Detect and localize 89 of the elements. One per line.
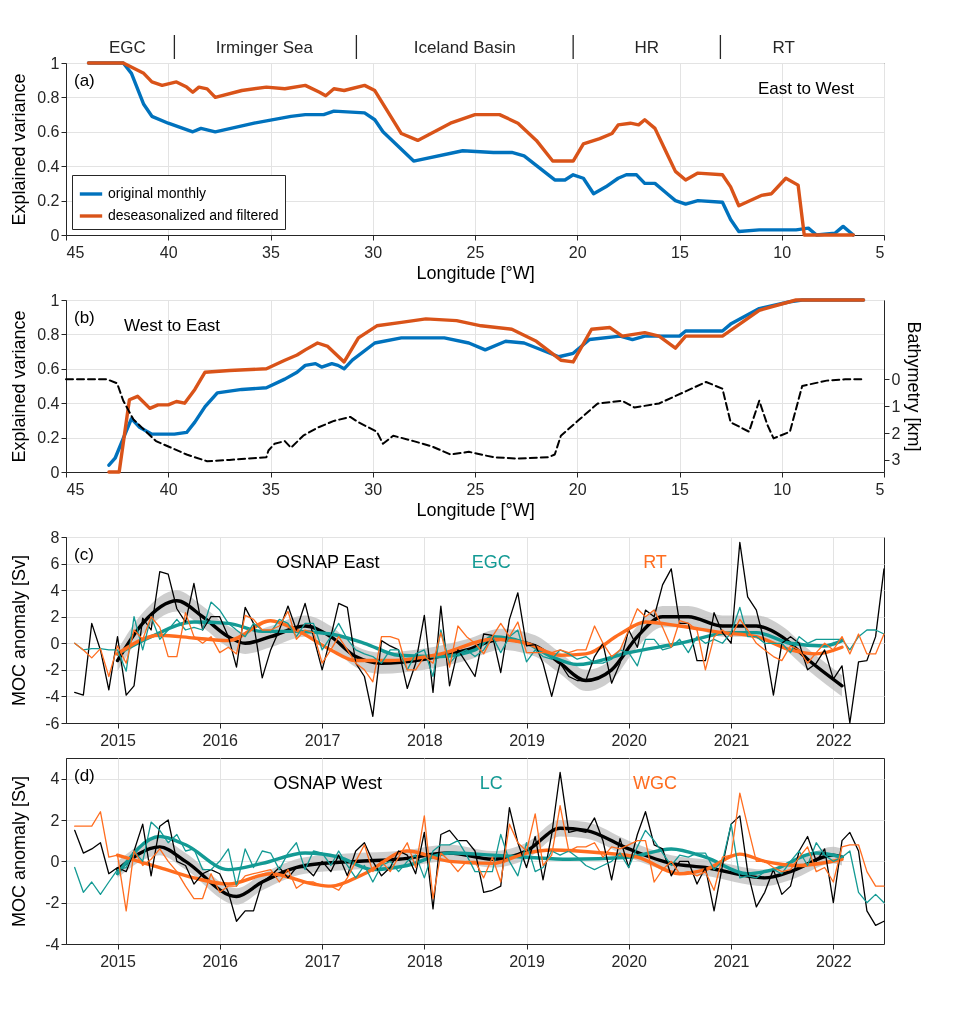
x-tick-label: 10: [773, 480, 792, 498]
x-tick-label: 20: [568, 243, 587, 261]
y-tick-label: 0: [50, 634, 60, 652]
legend-label: original monthly: [108, 185, 207, 201]
x-tick-label: 35: [262, 243, 280, 261]
x-tick-label: 40: [159, 243, 178, 261]
text: EGC: [471, 552, 511, 572]
y-tick-label: 0: [50, 226, 60, 244]
y-tick-label: 1: [50, 291, 60, 309]
annotation: (c): [74, 545, 94, 564]
y-tick-label: 0.4: [37, 394, 60, 412]
text: RT: [772, 38, 795, 57]
legend-label: deseasonalized and filtered: [108, 207, 279, 223]
y-tick-label: 0.4: [37, 157, 60, 175]
y-tick-label: 2: [50, 608, 60, 626]
text: OSNAP East: [275, 552, 380, 572]
x-tick-label: 2018: [407, 952, 443, 970]
y-tick-label: -6: [45, 714, 60, 732]
x-tick-label: 20: [568, 480, 587, 498]
x-axis-title: Longitude [°W]: [416, 499, 535, 520]
text: Iceland Basin: [413, 38, 516, 57]
y-tick-label: -2: [45, 894, 60, 912]
y-tick-label: -4: [45, 687, 60, 705]
x-tick-label: 2017: [304, 731, 341, 749]
annotation: (a): [74, 71, 95, 90]
y2-tick-label: 0: [891, 370, 901, 388]
x-tick-label: 45: [66, 480, 85, 498]
x-axis-title: Longitude [°W]: [416, 262, 535, 283]
y-tick-label: 1: [50, 54, 60, 72]
text: LC: [479, 773, 503, 793]
y-tick-label: 0: [50, 463, 60, 481]
text: WGC: [632, 773, 677, 793]
text: Irminger Sea: [215, 38, 314, 57]
y-axis-title: Explained variance: [8, 73, 29, 226]
y2-axis-title: Bathymetry [km]: [904, 321, 925, 452]
x-tick-label: 40: [159, 480, 178, 498]
y-tick-label: 4: [50, 770, 60, 788]
x-tick-label: 2022: [816, 952, 852, 970]
y-tick-label: -4: [45, 935, 60, 953]
y-tick-label: -2: [45, 661, 60, 679]
x-tick-label: 2017: [304, 952, 341, 970]
x-tick-label: 2021: [713, 952, 750, 970]
x-tick-label: 35: [262, 480, 280, 498]
x-tick-label: 2015: [100, 952, 136, 970]
y-axis-title: Explained variance: [8, 310, 29, 463]
x-tick-label: 5: [875, 480, 885, 498]
y-tick-label: 4: [50, 581, 60, 599]
x-tick-label: 25: [466, 243, 485, 261]
annotation: West to East: [124, 316, 221, 335]
x-tick-label: 2019: [509, 731, 545, 749]
text: EGC: [108, 38, 146, 57]
annotation: East to West: [757, 79, 855, 98]
text: OSNAP West: [273, 773, 382, 793]
y-axis-title: MOC anomaly [Sv]: [8, 554, 29, 707]
x-tick-label: 2015: [100, 731, 136, 749]
y-axis-title: MOC anomaly [Sv]: [8, 775, 29, 928]
annotation: (b): [74, 308, 95, 327]
x-tick-label: 2019: [509, 952, 545, 970]
y-tick-label: 8: [50, 528, 60, 546]
y-tick-label: 0.6: [37, 123, 60, 141]
x-tick-label: 45: [66, 243, 85, 261]
x-tick-label: 2022: [816, 731, 852, 749]
x-tick-label: 2021: [713, 731, 750, 749]
text: RT: [643, 552, 667, 572]
x-tick-label: 30: [364, 480, 383, 498]
y-tick-label: 0.2: [37, 192, 60, 210]
x-tick-label: 2020: [611, 952, 648, 970]
y2-tick-label: 3: [891, 451, 901, 469]
x-tick-label: 2018: [407, 731, 443, 749]
y-tick-label: 0.6: [37, 360, 60, 378]
y2-tick-label: 2: [891, 424, 901, 442]
x-tick-label: 10: [773, 243, 792, 261]
x-tick-label: 2016: [202, 952, 239, 970]
x-tick-label: 2020: [611, 731, 648, 749]
x-tick-label: 15: [671, 243, 689, 261]
x-tick-label: 25: [466, 480, 485, 498]
y-tick-label: 0.8: [37, 88, 60, 106]
text: HR: [634, 38, 660, 57]
y-tick-label: 2: [50, 811, 60, 829]
y-tick-label: 6: [50, 555, 60, 573]
x-tick-label: 2016: [202, 731, 239, 749]
y2-tick-label: 1: [891, 397, 901, 415]
x-tick-label: 5: [875, 243, 885, 261]
y-tick-label: 0: [50, 852, 60, 870]
x-tick-label: 30: [364, 243, 383, 261]
x-tick-label: 15: [671, 480, 689, 498]
y-tick-label: 0.8: [37, 325, 60, 343]
y-tick-label: 0.2: [37, 429, 60, 447]
annotation: (d): [74, 766, 95, 785]
